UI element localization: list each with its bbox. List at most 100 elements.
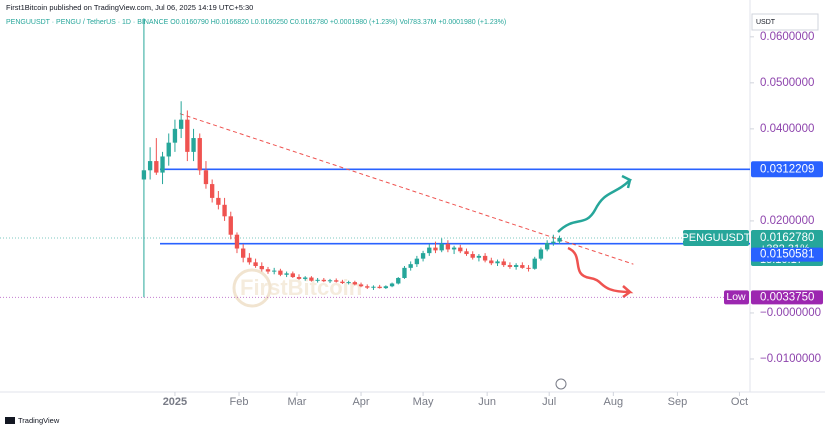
candle-body [178, 119, 184, 129]
candle-body [315, 279, 320, 281]
last-price-label: 0.0162780 [760, 232, 814, 244]
candle-body [253, 262, 258, 267]
candle-body [154, 161, 159, 173]
x-tick-label: Jun [478, 396, 496, 408]
trendline [179, 113, 634, 265]
candle-body [371, 286, 376, 288]
candle-body [303, 277, 308, 279]
candle-body [464, 251, 469, 255]
candle-body [383, 286, 389, 289]
last-price-name: PENGUUSDT [681, 232, 750, 244]
candle-body [209, 184, 215, 198]
candle-body [272, 270, 277, 272]
candle-body [458, 247, 463, 252]
candle-body [402, 267, 407, 278]
candle-body [532, 258, 537, 269]
publisher: First1Bitcoin published on TradingView.c… [6, 3, 253, 12]
candle-body [197, 138, 202, 171]
candle-body [265, 269, 271, 272]
candle-body [433, 247, 438, 251]
candle-body [451, 247, 457, 250]
level-label-box [751, 247, 823, 262]
candle-body [526, 267, 531, 269]
x-tick-label: May [413, 396, 434, 408]
candle-body [427, 247, 432, 254]
x-tick-label: Jul [542, 396, 556, 408]
watermark-logo [232, 268, 272, 308]
candle-body [414, 258, 420, 265]
candle-body [352, 282, 358, 285]
y-tick-label: −0.0100000 [760, 353, 821, 365]
candle-body [389, 283, 395, 287]
candle-body [216, 197, 221, 205]
x-tick-label: Sep [668, 396, 688, 408]
last-price-name-box [683, 230, 749, 247]
candle-body [513, 265, 519, 267]
candle-body [365, 286, 370, 288]
candle-body [185, 119, 190, 152]
candle-body [321, 279, 326, 282]
low-name: Low [726, 291, 746, 303]
candle-body [538, 249, 544, 259]
level-label: 0.0150581 [760, 249, 814, 261]
candle-body [203, 170, 209, 185]
candle-body [408, 264, 413, 268]
candle-body [340, 281, 345, 284]
candle-body [358, 284, 364, 287]
candle-body [346, 282, 351, 284]
candle-body [222, 204, 227, 217]
y-tick-label: 0.0500000 [760, 77, 814, 89]
candle-body [241, 248, 246, 258]
event-icon [555, 378, 567, 390]
x-tick-label: Aug [604, 396, 624, 408]
x-tick-label: Mar [287, 396, 306, 408]
candle-body [228, 216, 233, 235]
footer: TradingView [18, 416, 60, 425]
candle-body [420, 253, 426, 259]
candle-body [259, 266, 264, 270]
candle-body [544, 243, 550, 250]
low-name-box [724, 290, 749, 305]
y-tick-label: 0.0400000 [760, 123, 814, 135]
currency-box [751, 13, 819, 31]
candle-body [191, 138, 196, 152]
candle-body [439, 243, 444, 251]
candle-body [482, 255, 488, 261]
low-label: 0.0033750 [760, 291, 814, 303]
candle-body [234, 234, 240, 249]
candle-body [166, 142, 171, 157]
y-tick-label: 0.0200000 [760, 215, 814, 227]
candle-body [141, 170, 147, 180]
y-tick-label: −0.0000000 [760, 307, 821, 319]
candle-body [520, 265, 525, 268]
candle-body [489, 260, 494, 264]
level-label: 0.0312209 [760, 163, 814, 175]
watermark: FirstBitcoin [240, 275, 362, 300]
candle-body [327, 280, 333, 282]
candle-body [476, 255, 482, 258]
x-tick-label: Oct [731, 396, 748, 408]
candle-body [501, 261, 506, 266]
candle-body [290, 273, 295, 278]
candle-body [296, 277, 302, 279]
candle-body [507, 265, 513, 267]
currency: USDT [756, 19, 776, 26]
candle-body [247, 257, 252, 263]
x-tick-label: 2025 [163, 396, 187, 408]
level-label-box [751, 161, 823, 178]
y-tick-label: 0.0600000 [760, 31, 814, 43]
candle-body [445, 243, 451, 250]
candle-body [278, 270, 283, 275]
candle-body [147, 161, 153, 171]
candle-body [551, 241, 556, 243]
candle-body [160, 156, 165, 173]
footer-logo [5, 417, 15, 424]
x-tick-label: Apr [352, 396, 369, 408]
candle-body [495, 261, 500, 264]
symbol-line: PENGUUSDT · PENGU / TetherUS · 1D · BINA… [6, 19, 506, 26]
candle-body [396, 277, 401, 284]
bullish-arrow [557, 174, 633, 233]
candle-body [334, 280, 339, 282]
